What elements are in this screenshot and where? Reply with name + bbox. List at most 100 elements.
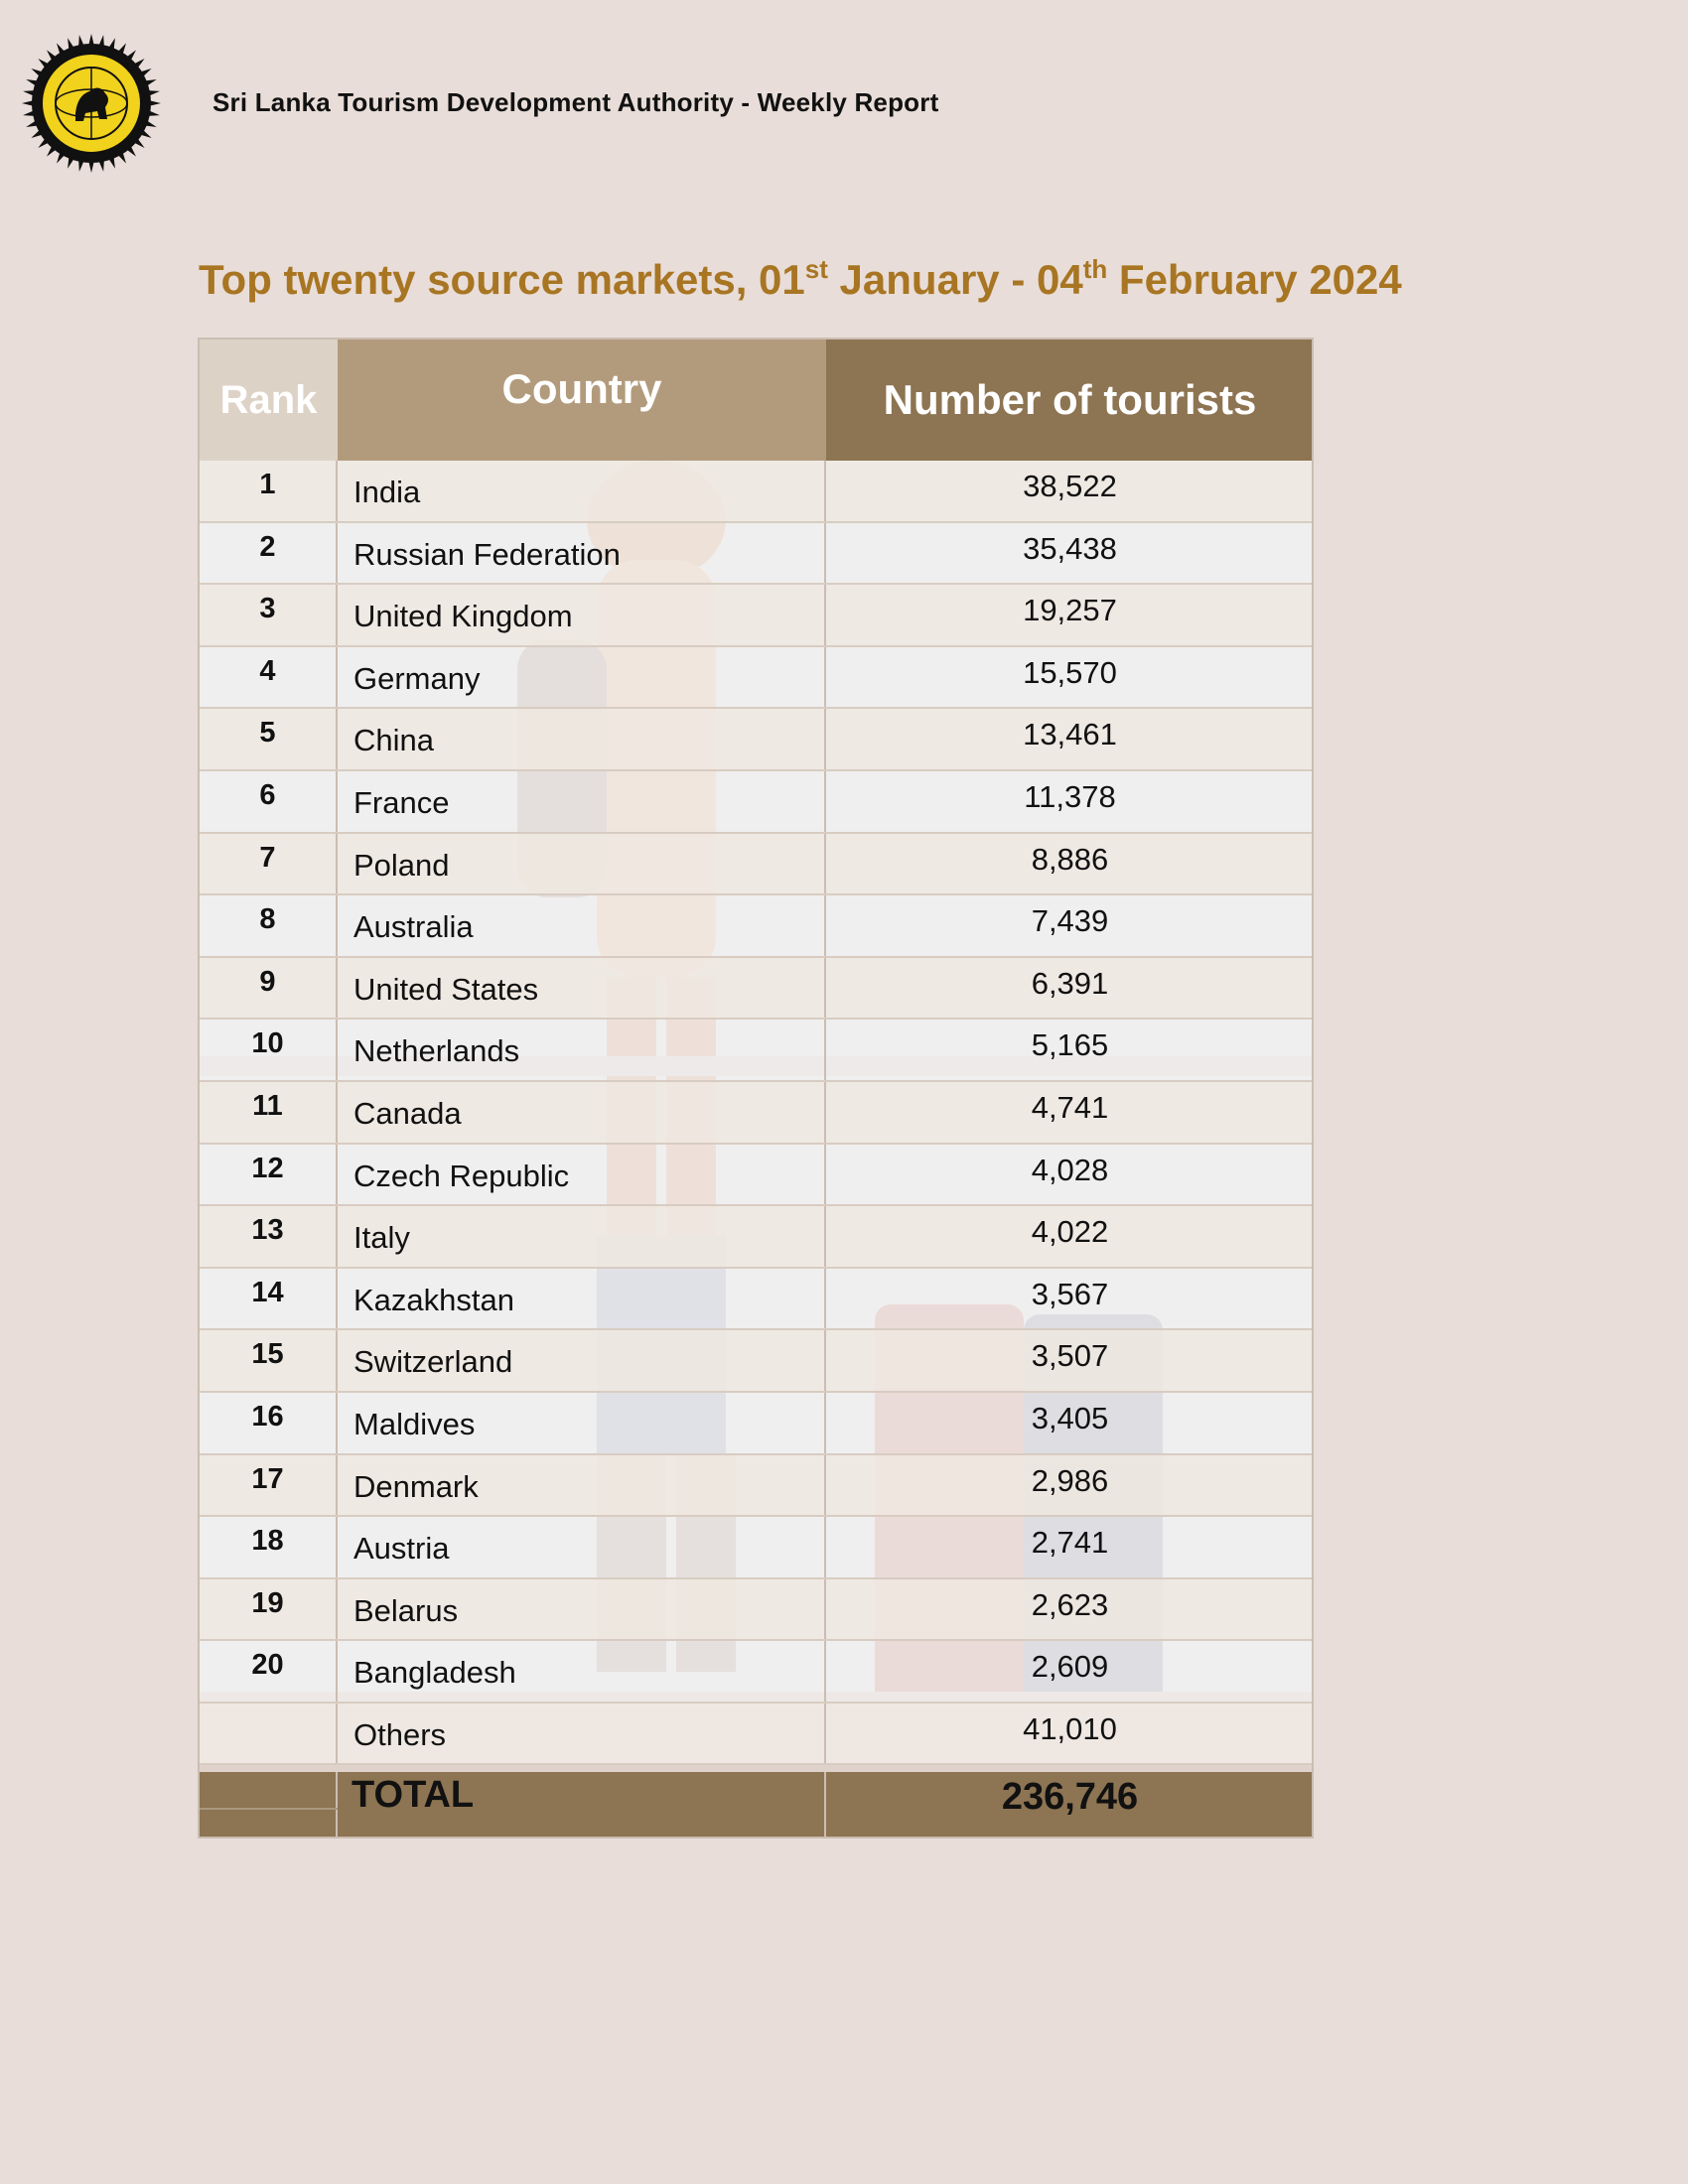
tourists-count-cell: 2,986 — [1031, 1462, 1109, 1498]
tourists-count-cell: 2,623 — [1031, 1586, 1109, 1622]
table-row: 20 Bangladesh 2,609 — [200, 1641, 1312, 1704]
tourists-count-cell: 4,028 — [1031, 1152, 1109, 1187]
total-label: TOTAL — [338, 1772, 826, 1837]
table-row: 14 Kazakhstan 3,567 — [200, 1268, 1312, 1331]
country-cell: Austria — [338, 1517, 826, 1577]
tourists-count-cell: 38,522 — [1023, 469, 1117, 503]
source-markets-table: Rank Country Number of tourists 1 India 38… — [198, 338, 1314, 1839]
title-sup-st: st — [804, 254, 828, 284]
rank-cell: 18 — [200, 1517, 338, 1577]
table-row: 4 Germany 15,570 — [200, 646, 1312, 710]
rank-cell — [200, 1703, 338, 1764]
rank-cell: 13 — [200, 1206, 338, 1267]
sltda-logo-icon — [22, 34, 161, 173]
table-row: 13 Italy 4,022 — [200, 1206, 1312, 1269]
total-row: TOTAL 236,746 — [200, 1772, 1312, 1837]
country-cell: Canada — [338, 1081, 826, 1143]
title-middle: January - 04 — [827, 256, 1083, 303]
tourists-count-cell: 3,507 — [1031, 1338, 1109, 1374]
tourists-count-cell: 11,378 — [1024, 778, 1116, 814]
rank-cell: 11 — [200, 1081, 338, 1143]
page-title: Top twenty source markets, 01st January … — [199, 256, 1402, 304]
column-header-number-of-tourists: Number of tourists — [826, 340, 1312, 461]
country-cell: China — [338, 709, 826, 769]
total-rank-divider — [200, 1808, 338, 1810]
country-cell: Bangladesh — [338, 1641, 826, 1702]
tourists-count-cell: 35,438 — [1023, 530, 1117, 566]
country-cell: Netherlands — [338, 1020, 826, 1080]
tourists-count-cell: 13,461 — [1023, 717, 1117, 752]
rank-cell: 4 — [200, 646, 338, 708]
tourists-count-cell: 8,886 — [1031, 841, 1109, 877]
rank-cell: 19 — [200, 1578, 338, 1640]
country-cell: Belarus — [338, 1578, 826, 1640]
country-cell: India — [338, 461, 826, 521]
table-row: Others 41,010 — [200, 1703, 1312, 1766]
tourists-count-cell: 15,570 — [1023, 654, 1117, 690]
table-row: 12 Czech Republic 4,028 — [200, 1144, 1312, 1207]
rank-cell: 1 — [200, 461, 338, 521]
table-row: 15 Switzerland 3,507 — [200, 1330, 1312, 1393]
table-row: 18 Austria 2,741 — [200, 1517, 1312, 1579]
tourists-count-cell: 2,741 — [1031, 1525, 1109, 1561]
tourists-count-cell: 6,391 — [1031, 965, 1109, 1001]
rank-cell: 2 — [200, 522, 338, 584]
rank-cell: 9 — [200, 957, 338, 1019]
country-cell: Poland — [338, 833, 826, 894]
country-cell: Others — [338, 1703, 826, 1764]
tourists-count-cell: 41,010 — [1023, 1710, 1117, 1746]
country-cell: Russian Federation — [338, 522, 826, 584]
country-cell: Denmark — [338, 1454, 826, 1516]
table-row: 19 Belarus 2,623 — [200, 1578, 1312, 1642]
table-body: 1 India 38,522 2 Russian Federation 35,438 3 Un… — [200, 461, 1312, 1766]
country-cell: Kazakhstan — [338, 1268, 826, 1329]
country-cell: United Kingdom — [338, 585, 826, 645]
table-row: 7 Poland 8,886 — [200, 833, 1312, 896]
rank-cell: 14 — [200, 1268, 338, 1329]
rank-cell: 15 — [200, 1330, 338, 1391]
report-header: Sri Lanka Tourism Development Authority … — [212, 87, 939, 117]
title-suffix: February 2024 — [1107, 256, 1402, 303]
rank-cell: 6 — [200, 770, 338, 832]
rank-cell: 7 — [200, 833, 338, 894]
total-number: 236,746 — [1001, 1776, 1139, 1818]
tourists-count-cell: 2,609 — [1031, 1649, 1109, 1685]
rank-cell: 16 — [200, 1392, 338, 1453]
country-cell: Czech Republic — [338, 1144, 826, 1205]
table-row: 10 Netherlands 5,165 — [200, 1020, 1312, 1082]
table-row: 2 Russian Federation 35,438 — [200, 522, 1312, 586]
country-cell: Germany — [338, 646, 826, 708]
tourists-count-cell: 3,567 — [1031, 1276, 1109, 1311]
table-row: 17 Denmark 2,986 — [200, 1454, 1312, 1518]
table-row: 5 China 13,461 — [200, 709, 1312, 771]
rank-cell: 5 — [200, 709, 338, 769]
tourists-count-cell: 5,165 — [1031, 1027, 1109, 1063]
table-row: 11 Canada 4,741 — [200, 1081, 1312, 1145]
table-row: 1 India 38,522 — [200, 461, 1312, 523]
tourists-count-cell: 7,439 — [1031, 903, 1109, 939]
title-sup-th: th — [1082, 254, 1108, 284]
country-cell: Switzerland — [338, 1330, 826, 1391]
table-row: 9 United States 6,391 — [200, 957, 1312, 1021]
table-row: 8 Australia 7,439 — [200, 895, 1312, 958]
tourists-count-cell: 4,741 — [1031, 1089, 1109, 1125]
table-row: 3 United Kingdom 19,257 — [200, 585, 1312, 647]
tourists-count-cell: 19,257 — [1023, 593, 1117, 628]
country-cell: Australia — [338, 895, 826, 956]
column-header-country: Country — [338, 340, 826, 461]
title-prefix: Top twenty source markets, 01 — [199, 256, 805, 303]
tourists-count-cell: 3,405 — [1031, 1400, 1109, 1435]
rank-cell: 10 — [200, 1020, 338, 1080]
rank-cell: 20 — [200, 1641, 338, 1702]
rank-cell: 12 — [200, 1144, 338, 1205]
total-rank-cell — [200, 1772, 338, 1837]
tourists-count-cell: 4,022 — [1031, 1214, 1109, 1250]
country-cell: Italy — [338, 1206, 826, 1267]
table-row: 6 France 11,378 — [200, 770, 1312, 834]
country-cell: Maldives — [338, 1392, 826, 1453]
rank-cell: 17 — [200, 1454, 338, 1516]
country-cell: United States — [338, 957, 826, 1019]
country-cell: France — [338, 770, 826, 832]
table-row: 16 Maldives 3,405 — [200, 1392, 1312, 1455]
column-header-rank: Rank — [200, 340, 338, 461]
